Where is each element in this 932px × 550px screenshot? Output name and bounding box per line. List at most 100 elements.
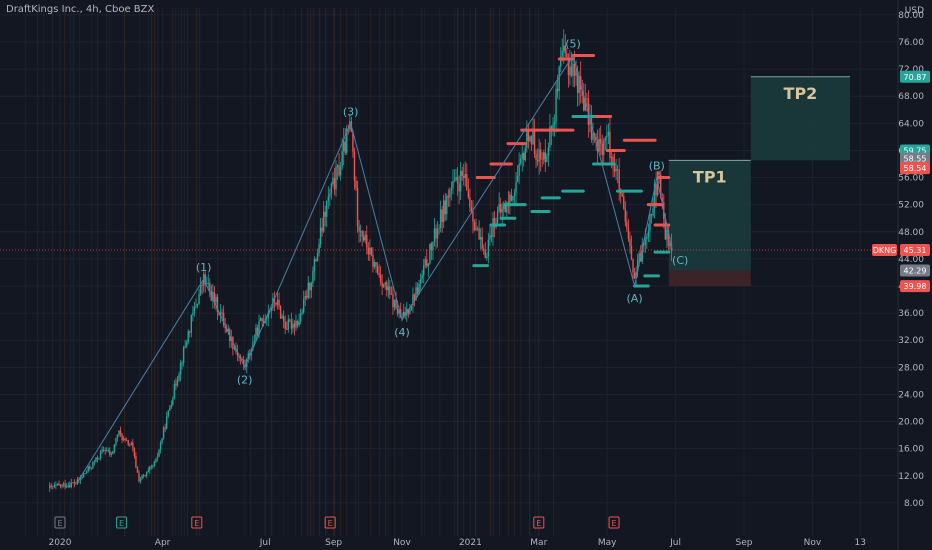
candle-body <box>443 200 445 223</box>
candle-body <box>592 133 594 140</box>
candle-body <box>475 228 477 231</box>
price-label: 39.98 <box>904 282 927 291</box>
candle-body <box>192 312 194 316</box>
candle-body <box>322 211 325 232</box>
candle-body <box>330 183 333 194</box>
earnings-letter: E <box>328 519 333 528</box>
candle-body <box>450 188 453 190</box>
x-tick-label: Sep <box>325 538 342 548</box>
session-stripe <box>394 8 396 536</box>
y-tick-label: 8.00 <box>904 499 924 509</box>
candle-body <box>541 159 543 161</box>
wave-label: (1) <box>196 261 212 274</box>
candle-body <box>242 359 245 365</box>
candle-body <box>367 247 370 255</box>
session-stripe <box>184 8 186 536</box>
candle-body <box>125 439 128 441</box>
y-tick-label: 20.00 <box>898 418 924 428</box>
candle-body <box>181 362 183 364</box>
price-label: 70.87 <box>904 73 927 82</box>
candle-body <box>276 299 279 305</box>
candle-body <box>113 444 116 452</box>
candle-body <box>518 163 520 176</box>
candle-body <box>172 398 174 405</box>
candle-body <box>535 154 537 160</box>
session-stripe <box>355 8 357 536</box>
candle-body <box>666 230 668 240</box>
candle-body <box>139 478 142 482</box>
price-axis[interactable]: 8.00 12.00 16.00 20.00 24.00 28.00 32.00 36.00 4… <box>898 6 930 509</box>
candle-body <box>578 76 580 93</box>
session-stripe <box>370 8 372 536</box>
candle-body <box>449 189 451 198</box>
candle-body <box>155 458 157 462</box>
y-tick-label: 64.00 <box>898 119 924 129</box>
candle-body <box>604 137 607 141</box>
candle-body <box>612 156 614 165</box>
candle-body <box>227 329 229 332</box>
currency-label: USD <box>905 6 924 16</box>
session-stripe <box>301 8 303 536</box>
session-stripe <box>454 8 456 536</box>
x-tick-label: Jul <box>259 538 271 548</box>
candle-body <box>376 266 379 273</box>
target-zone <box>668 160 751 271</box>
earnings-icon <box>54 516 66 529</box>
candle-body <box>381 282 383 288</box>
candle-body <box>661 197 663 203</box>
candle-body <box>386 282 388 291</box>
candle-body <box>65 486 68 488</box>
candle-body <box>316 252 319 262</box>
candle-body <box>302 299 305 313</box>
x-tick-label: 13 <box>855 538 866 548</box>
candle-body <box>532 130 534 145</box>
earnings-icon <box>116 516 128 529</box>
candle-body <box>159 442 162 450</box>
candle-body <box>346 128 348 153</box>
candle-body <box>259 318 262 321</box>
candle-body <box>590 117 593 140</box>
candle-body <box>492 218 494 237</box>
candle-body <box>342 141 345 152</box>
candle-body <box>398 309 400 314</box>
candle-body <box>635 271 637 279</box>
candle-body <box>118 430 120 436</box>
candle-body <box>56 483 59 486</box>
candle-body <box>318 244 320 253</box>
candle-body <box>483 248 485 251</box>
candle-body <box>247 353 249 360</box>
candle-body <box>424 259 426 266</box>
candle-body <box>469 197 471 208</box>
time-axis[interactable]: 2020 Apr Jul Sep Nov 2021 Mar May Jul Sep Nov 13 <box>49 538 866 548</box>
candle-body <box>416 287 419 294</box>
candle-body <box>85 471 88 474</box>
earnings-letter: E <box>194 519 199 528</box>
candle-body <box>633 272 636 279</box>
wave-label: (5) <box>565 38 581 51</box>
candle-body <box>555 88 557 122</box>
candle-body <box>253 340 256 343</box>
candle-body <box>595 136 597 140</box>
candle-body <box>464 174 466 179</box>
candle-body <box>152 465 154 467</box>
candle-body <box>96 457 99 460</box>
candle-body <box>58 483 60 486</box>
candle-body <box>327 196 329 201</box>
candle-body <box>547 147 550 156</box>
candle-body <box>529 136 531 142</box>
candle-body <box>627 228 630 239</box>
candle-body <box>189 331 191 333</box>
candle-body <box>67 485 69 487</box>
session-stripe <box>151 8 153 536</box>
candle-body <box>623 196 625 209</box>
candle-body <box>489 235 491 240</box>
candle-body <box>501 209 503 213</box>
price-label: 42.29 <box>904 266 927 275</box>
candle-body <box>296 321 299 326</box>
candle-body <box>418 283 420 294</box>
candle-body <box>87 466 89 472</box>
candle-body <box>481 236 483 249</box>
candle-body <box>519 158 522 164</box>
